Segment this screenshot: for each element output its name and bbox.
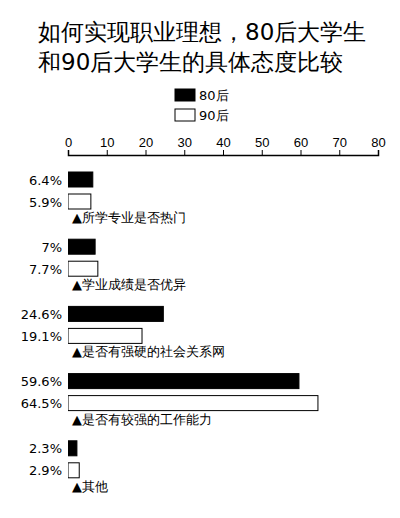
tick-mark [301,150,302,155]
legend-swatch [175,89,195,101]
tick: 50 [255,135,269,155]
tick: 80 [371,135,385,155]
bar [68,441,77,456]
bar [68,306,163,321]
tick-mark [107,150,108,155]
data-label: 6.4% [29,173,62,188]
category-label: ▲是否有强硬的社会关系网 [72,344,225,359]
legend-label: 90后 [199,108,229,123]
tick-mark [339,150,340,155]
bar [68,328,142,343]
axis-line [69,150,379,156]
tick-label: 40 [216,135,230,150]
tick-mark [184,150,185,155]
data-label: 2.3% [29,441,62,456]
bar [68,396,318,411]
tick-mark [68,150,69,155]
tick-mark [146,150,147,155]
data-label: 2.9% [29,463,62,478]
bar [68,374,299,389]
category-label: ▲其他 [72,479,108,494]
bar [68,463,79,478]
tick: 60 [294,135,308,155]
tick-label: 50 [255,135,269,150]
tick: 0 [65,135,72,155]
tick-mark [223,150,224,155]
labels: 6.4% 7% 24.6% 59.6% 2.3% 5.9% 7.7% 19.1% 64.5% 2.… [21,173,225,494]
tick-label: 70 [333,135,347,150]
data-label: 59.6% [21,374,62,389]
data-label: 19.1% [21,329,62,344]
data-label: 5.9% [29,195,62,210]
bar [68,172,93,187]
tick: 10 [100,135,114,155]
tick: 40 [216,135,230,155]
category-label: ▲学业成绩是否优异 [72,277,186,292]
category-label: ▲所学专业是否热门 [72,210,186,225]
legend-swatch [175,109,195,121]
bars [68,172,318,478]
legend: 80后90后 [175,88,229,123]
title: 如何实现职业理想，80后大学生和90后大学生的具体态度比较 [38,19,366,75]
tick-label: 0 [65,135,72,150]
tick-label: 20 [139,135,153,150]
data-label: 7% [41,240,62,255]
bar [68,239,95,254]
legend-label: 80后 [199,88,229,103]
category-label: ▲是否有较强的工作能力 [72,412,212,427]
bar [68,194,91,209]
data-label: 64.5% [21,396,62,411]
tick: 20 [139,135,153,155]
tick-mark [262,150,263,155]
tick-label: 30 [178,135,192,150]
tick: 70 [333,135,347,155]
tick-mark [378,150,379,155]
data-label: 7.7% [29,262,62,277]
chart: 如何实现职业理想，80后大学生和90后大学生的具体态度比较80后90后01020… [0,0,400,518]
tick: 30 [178,135,192,155]
tick-label: 80 [371,135,385,150]
bar [68,261,98,276]
data-label: 24.6% [21,307,62,322]
x-axis: 0 10 20 30 40 50 60 70 80 [65,135,386,156]
tick-label: 60 [294,135,308,150]
tick-label: 10 [100,135,114,150]
